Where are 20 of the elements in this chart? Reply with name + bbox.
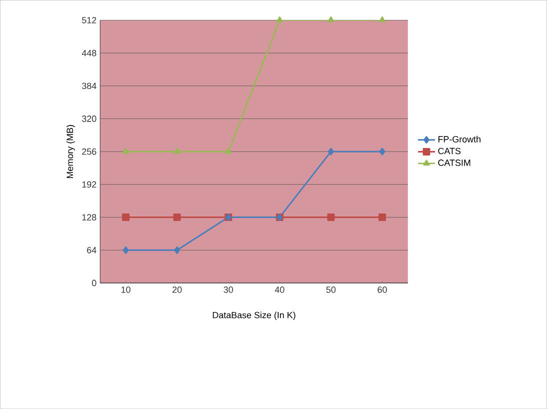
x-tick-label: 60 <box>378 286 387 293</box>
y-tick-label: 0 <box>92 280 96 286</box>
x-tick-label: 20 <box>172 286 182 293</box>
x-tick-label: 50 <box>326 286 336 293</box>
y-tick-label: 448 <box>82 50 96 56</box>
legend-label: CATSIM <box>438 160 470 166</box>
y-tick-label: 256 <box>82 148 96 155</box>
y-axis-title: Memory (MB) <box>66 124 75 178</box>
x-tick-label: 10 <box>121 286 130 293</box>
y-tick-label: 192 <box>82 181 96 188</box>
x-tick-label: 40 <box>274 286 284 293</box>
x-tick-label: 30 <box>224 286 233 293</box>
y-tick-label: 128 <box>82 214 96 220</box>
legend-label: FP-Growth <box>438 136 480 142</box>
y-tick-label: 64 <box>87 246 96 254</box>
y-tick-label: 320 <box>82 116 96 122</box>
y-tick-label: 384 <box>82 82 96 90</box>
x-axis-title: DataBase Size (In K) <box>212 312 296 320</box>
y-tick-label: 512 <box>82 16 96 24</box>
legend-label: CATS <box>438 148 461 154</box>
